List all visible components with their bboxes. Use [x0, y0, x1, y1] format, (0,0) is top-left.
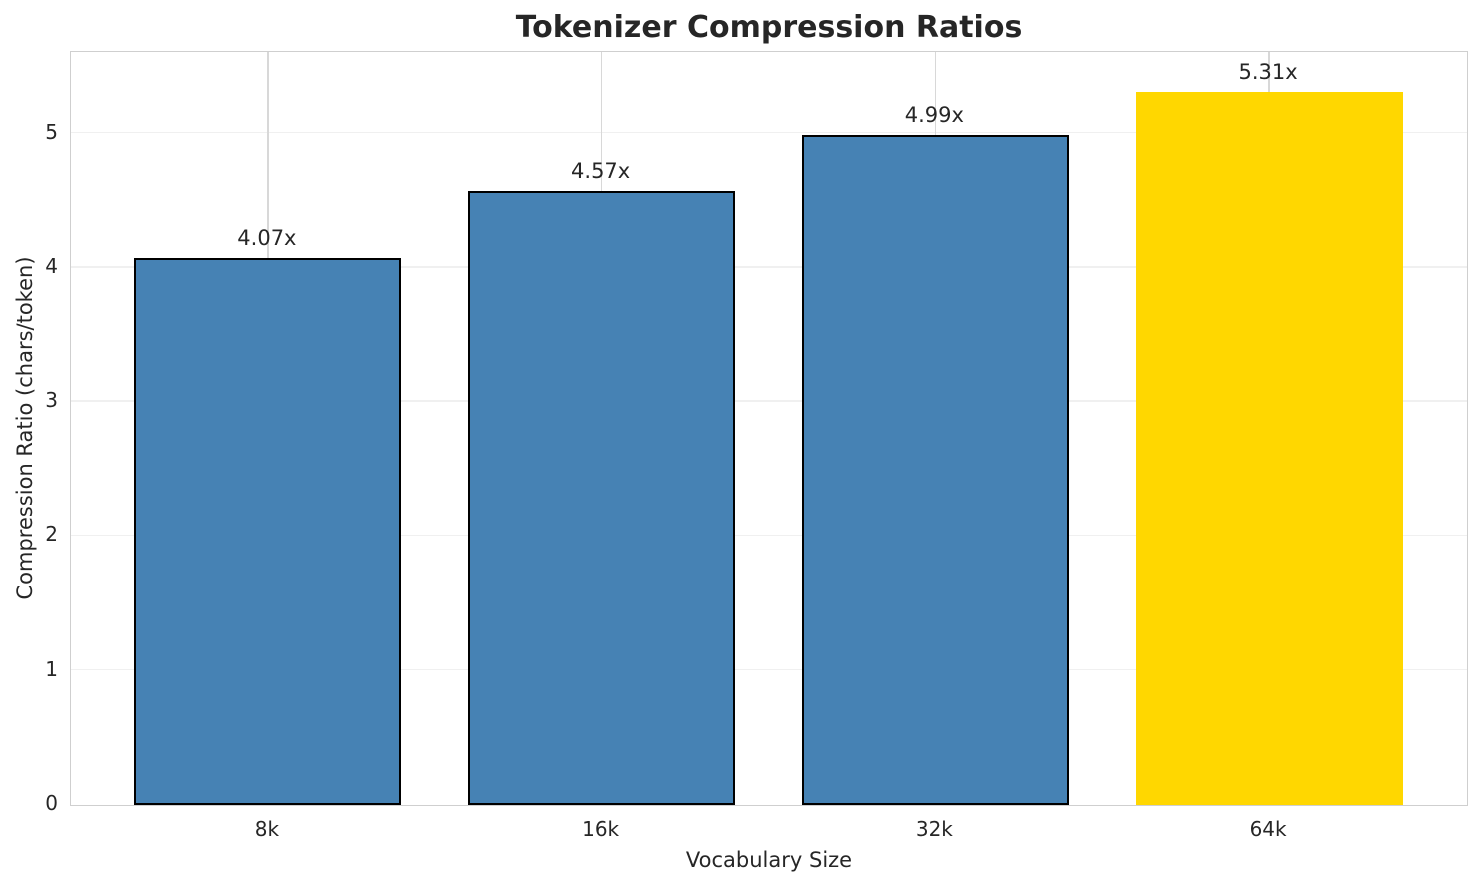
h-gridline — [71, 131, 1467, 134]
x-tick-label: 64k — [1249, 817, 1287, 841]
y-tick-label: 0 — [45, 791, 58, 815]
x-axis-label: Vocabulary Size — [685, 848, 853, 872]
y-axis-label: Compression Ratio (chars/token) — [13, 256, 37, 600]
chart-title: Tokenizer Compression Ratios — [515, 10, 1023, 45]
plot-area — [70, 51, 1468, 806]
bar-value-label: 4.07x — [237, 226, 297, 251]
bar-16k — [468, 191, 736, 805]
y-tick-label: 1 — [45, 656, 58, 681]
x-tick-label: 32k — [915, 817, 953, 841]
h-gridline — [71, 266, 1467, 268]
bar-64k — [1135, 91, 1403, 805]
bar-value-label: 4.57x — [571, 159, 631, 184]
h-gridline — [71, 400, 1467, 402]
y-tick-label: 5 — [45, 119, 58, 144]
y-tick-label: 3 — [45, 388, 58, 413]
y-tick-label: 2 — [45, 522, 58, 547]
x-tick-label: 8k — [254, 817, 280, 841]
h-gridline — [71, 668, 1467, 671]
y-tick-label: 4 — [45, 253, 58, 278]
bar-32k — [801, 134, 1069, 805]
x-tick-label: 16k — [582, 817, 620, 841]
bar-8k — [134, 258, 402, 805]
bar-value-label: 5.31x — [1238, 59, 1298, 84]
bar-value-label: 4.99x — [904, 102, 964, 127]
h-gridline — [71, 534, 1467, 537]
